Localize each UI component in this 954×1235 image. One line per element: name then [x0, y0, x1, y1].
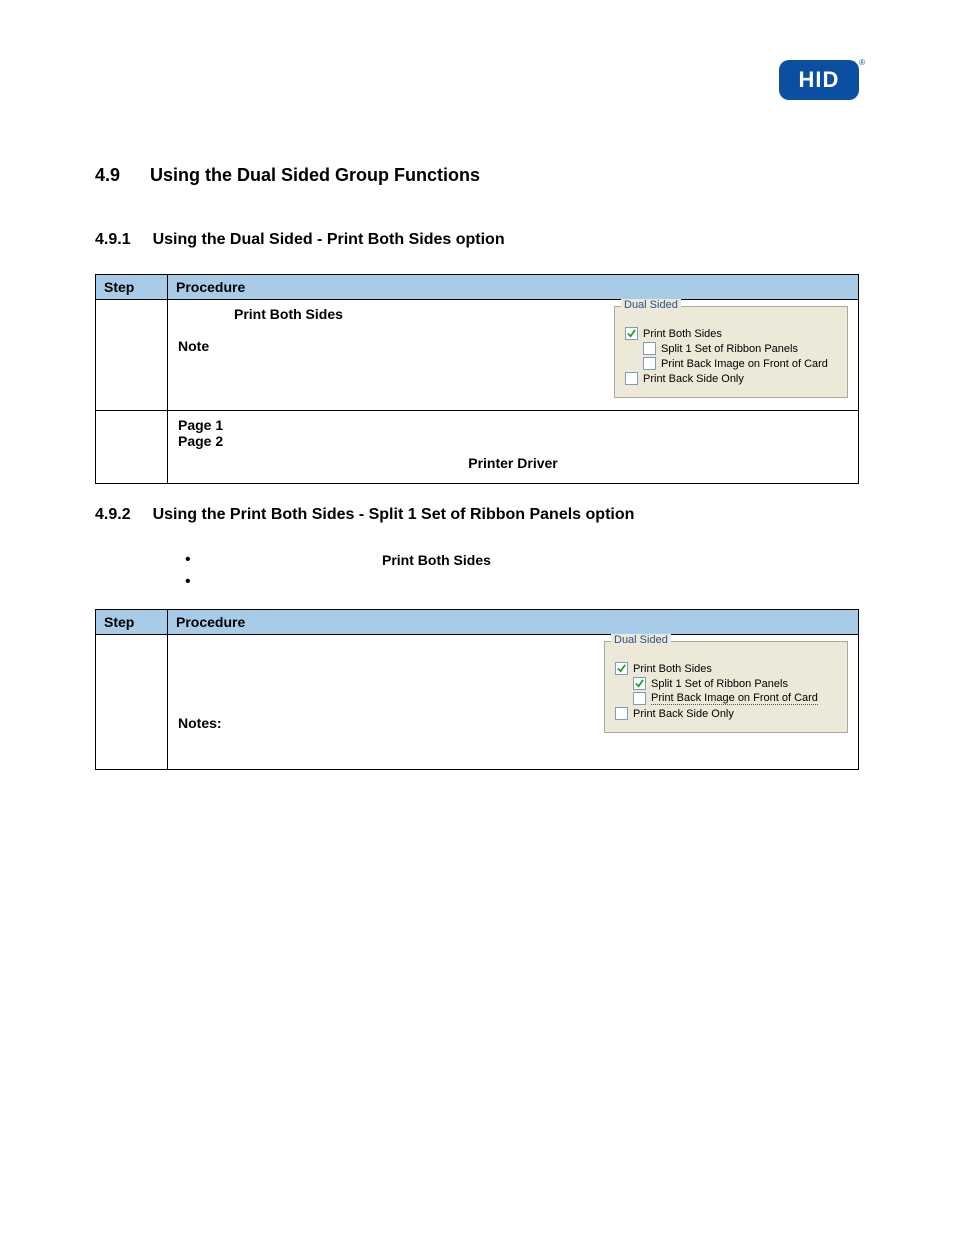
checkbox-icon	[643, 342, 656, 355]
table-header-step: Step	[96, 610, 168, 635]
checkbox-label: Print Back Side Only	[643, 373, 744, 385]
trademark-icon: ®	[859, 58, 865, 67]
checkbox-label: Print Back Image on Front of Card	[661, 358, 828, 370]
table-row: Notes: Dual Sided Print Both Sides	[96, 635, 859, 770]
dual-sided-groupbox-2: Dual Sided Print Both Sides	[604, 641, 848, 733]
print-both-sides-text: Print Both Sides	[382, 552, 491, 568]
print-both-sides-text: Print Both Sides	[234, 306, 343, 322]
page-2-text: Page 2	[178, 433, 223, 449]
checkbox-icon	[643, 357, 656, 370]
checkbox-icon	[633, 677, 646, 690]
subsection-number: 4.9.2	[95, 506, 131, 524]
checkbox-row-split-ribbon[interactable]: Split 1 Set of Ribbon Panels	[625, 342, 839, 355]
checkbox-label: Print Both Sides	[633, 663, 712, 675]
document-page: HID ® 4.9 Using the Dual Sided Group Fun…	[0, 0, 954, 830]
section-heading-4-9: 4.9 Using the Dual Sided Group Functions	[95, 165, 859, 186]
table-row: Page 1 Page 2 Printer Driver	[96, 411, 859, 484]
checkbox-icon	[633, 692, 646, 705]
checkbox-row-back-only[interactable]: Print Back Side Only	[615, 707, 839, 720]
list-item: xxxxxxxxxxxxxxxxxxxxxxxxxPrint Both Side…	[185, 549, 859, 571]
notes-text: Notes:	[178, 715, 222, 731]
procedure-cell: Print Both Sides Note Dual Sided	[168, 300, 859, 411]
checkbox-row-print-both-sides[interactable]: Print Both Sides	[615, 662, 839, 675]
checkbox-icon	[615, 707, 628, 720]
checkbox-label: Split 1 Set of Ribbon Panels	[661, 343, 798, 355]
checkbox-row-print-both-sides[interactable]: Print Both Sides	[625, 327, 839, 340]
procedure-table-2: Step Procedure Notes: Dual Sided	[95, 609, 859, 770]
table-header-procedure: Procedure	[168, 610, 859, 635]
step-cell	[96, 300, 168, 411]
checkbox-label: Split 1 Set of Ribbon Panels	[651, 678, 788, 690]
subsection-title: Using the Dual Sided - Print Both Sides …	[153, 231, 859, 249]
list-item	[185, 571, 859, 593]
checkbox-row-back-on-front[interactable]: Print Back Image on Front of Card	[625, 357, 839, 370]
printer-driver-text: Printer Driver	[468, 455, 557, 471]
page-1-text: Page 1	[178, 417, 223, 433]
checkbox-label: Print Back Image on Front of Card	[651, 692, 818, 705]
procedure-cell: Notes: Dual Sided Print Both Sides	[168, 635, 859, 770]
note-text: Note	[178, 338, 209, 354]
step-cell	[96, 635, 168, 770]
table-header-procedure: Procedure	[168, 275, 859, 300]
checkbox-icon	[625, 327, 638, 340]
bullet-list: xxxxxxxxxxxxxxxxxxxxxxxxxPrint Both Side…	[185, 549, 859, 593]
subsection-heading-4-9-2: 4.9.2 Using the Print Both Sides - Split…	[95, 506, 859, 524]
table-header-step: Step	[96, 275, 168, 300]
section-title: Using the Dual Sided Group Functions	[150, 165, 859, 186]
checkbox-row-back-on-front[interactable]: Print Back Image on Front of Card	[615, 692, 839, 705]
checkbox-icon	[615, 662, 628, 675]
dual-sided-groupbox-1: Dual Sided Print Both Sides Split 1 Set …	[614, 306, 848, 398]
checkbox-label: Print Both Sides	[643, 328, 722, 340]
checkbox-row-back-only[interactable]: Print Back Side Only	[625, 372, 839, 385]
hid-logo-text: HID	[799, 67, 840, 93]
section-number: 4.9	[95, 165, 120, 186]
subsection-title: Using the Print Both Sides - Split 1 Set…	[153, 506, 859, 524]
groupbox-legend: Dual Sided	[611, 634, 671, 646]
table-row: Print Both Sides Note Dual Sided	[96, 300, 859, 411]
procedure-table-1: Step Procedure Print Both Sides Note Dua…	[95, 274, 859, 484]
step-cell	[96, 411, 168, 484]
subsection-heading-4-9-1: 4.9.1 Using the Dual Sided - Print Both …	[95, 231, 859, 249]
hid-logo: HID ®	[779, 60, 859, 100]
groupbox-legend: Dual Sided	[621, 299, 681, 311]
subsection-number: 4.9.1	[95, 231, 131, 249]
procedure-cell: Page 1 Page 2 Printer Driver	[168, 411, 859, 484]
checkbox-label: Print Back Side Only	[633, 708, 734, 720]
checkbox-icon	[625, 372, 638, 385]
checkbox-row-split-ribbon[interactable]: Split 1 Set of Ribbon Panels	[615, 677, 839, 690]
